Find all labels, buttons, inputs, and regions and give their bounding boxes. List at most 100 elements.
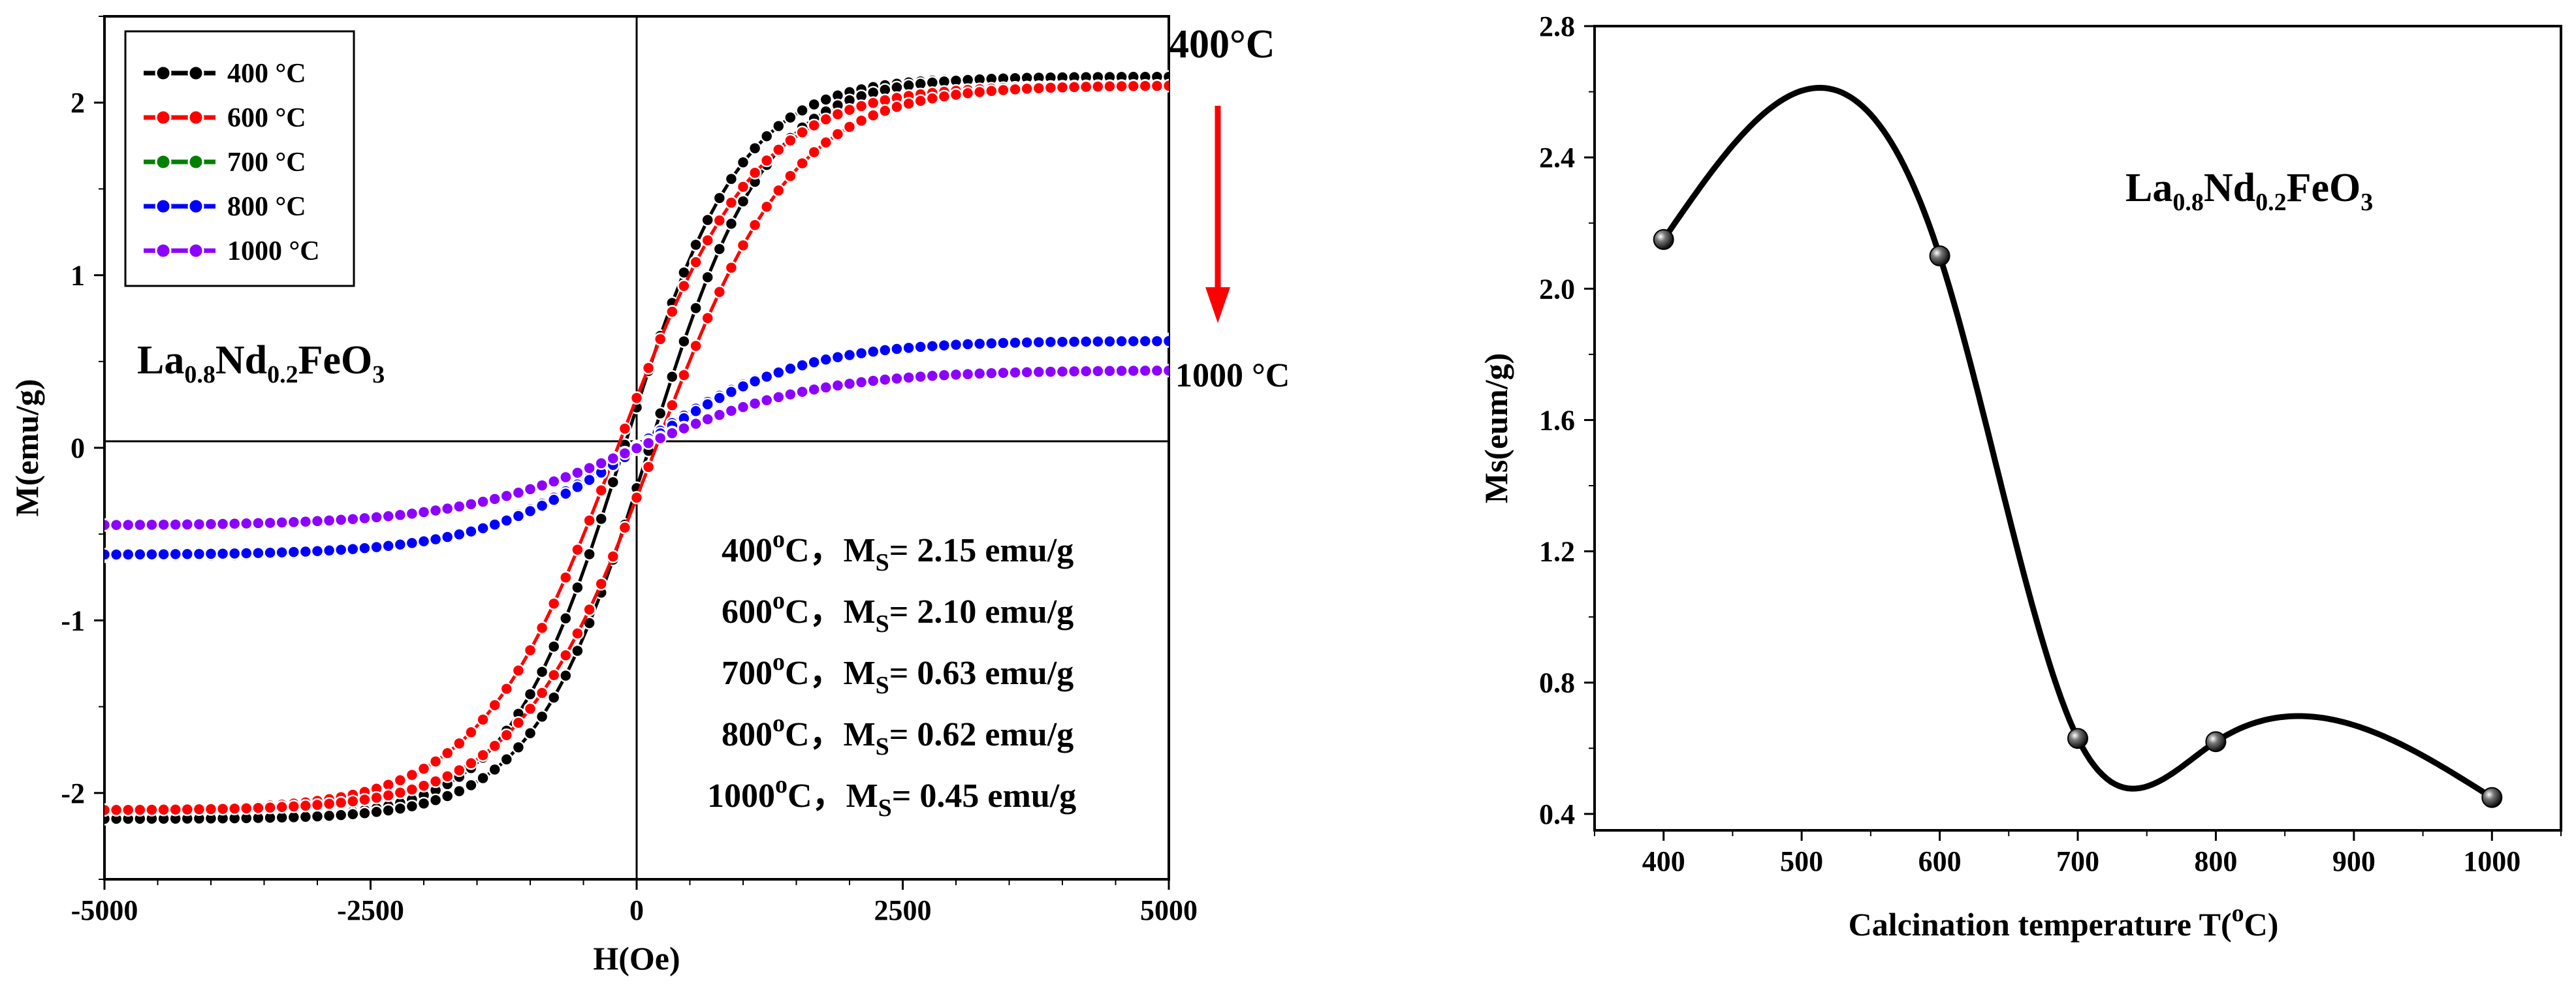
loop-point [641,460,656,474]
loop-point [334,808,348,822]
left-x-tick-label-1: -2500 [337,894,404,926]
loop-point [854,346,868,360]
loop-point [370,540,383,554]
left-y-tick-label-3: 1 [71,260,85,292]
loop-point [571,627,584,640]
loop-point [310,809,325,823]
loop-point [393,802,407,815]
loop-point [914,340,927,354]
loop-point [358,792,372,807]
left-x-axis-title: H(Oe) [593,940,680,977]
loop-point [831,127,845,141]
loop-point [168,547,182,561]
ms-point-0 [1653,228,1674,250]
loop-point [594,577,608,591]
loop-point [629,491,644,505]
loop-point [334,796,348,809]
loop-point [215,546,230,561]
loop-point [606,550,620,563]
loop-point [665,426,679,440]
loop-point [925,339,940,353]
loop-point [842,377,857,391]
loop-point [157,547,170,561]
loop-point [890,371,904,386]
loop-point [795,156,809,170]
loop-point [310,514,325,528]
loop-point [914,94,927,108]
loop-point [878,104,892,118]
loop-point [346,807,360,821]
loop-point [500,682,514,696]
legend-label-0: 400 °C [227,59,306,89]
right-x-axis-title: Calcination temperature T(oC) [1849,900,2279,943]
loop-point [322,514,336,527]
loop-point [547,640,561,653]
loop-point [772,143,786,157]
loop-point [109,548,123,561]
loop-point [712,285,727,299]
loop-point [1032,365,1046,379]
loop-point [571,465,584,480]
right-y-tick-label-1: 0.8 [1539,667,1575,699]
loop-point [1079,364,1093,378]
loop-point [1162,364,1169,377]
loop-point [854,99,868,113]
loop-point [1067,335,1081,349]
loop-point [807,383,821,396]
right-y-tick-label-4: 2.0 [1539,273,1575,305]
loop-point [417,796,431,811]
loop-point [985,84,998,98]
loop-point [298,514,313,529]
loop-point [358,511,372,525]
loop-point [689,238,703,252]
loop-point [807,97,821,112]
left-sample-label: La0.8Nd0.2FeO3 [137,338,385,388]
left-y-axis-title: M(emu/g) [8,379,45,516]
left-y-tick-label-0: -2 [61,777,85,809]
loop-point [310,544,325,558]
loop-point [759,153,774,168]
loop-point [1020,365,1034,379]
loop-point [192,547,206,561]
right-x-tick-label-6: 1000 [2463,845,2520,877]
loop-point [453,763,466,777]
loop-point [275,516,289,529]
loop-point [641,361,656,375]
loop-point [204,517,218,531]
loop-point [298,544,313,559]
loop-point [594,512,608,526]
loop-point [795,358,809,372]
right-x-tick-label-1: 500 [1780,845,1823,877]
loop-point [417,534,431,548]
loop-point [724,172,739,186]
loop-point [854,114,868,128]
loop-point [701,311,714,325]
loop-point [1103,364,1117,378]
loop-point [1032,81,1046,95]
loop-point [405,799,419,813]
loop-point [665,398,679,413]
loop-point [571,644,584,658]
right-x-tick-label-2: 600 [1918,845,1962,877]
loop-point [488,762,501,777]
loop-point [772,183,786,198]
loop-point [1079,80,1093,94]
loop-point [618,446,632,460]
loop-point [500,753,514,766]
loop-point [689,301,703,315]
loop-point [168,518,182,531]
loop-point [689,255,703,269]
loop-point [866,374,880,388]
loop-point [428,774,443,789]
loop-point [453,499,466,514]
loop-point [748,141,762,155]
right-x-tick-label-4: 800 [2194,845,2237,877]
right-plot-frame [1593,25,2562,832]
loop-point [677,421,691,435]
loop-point [511,509,526,523]
loop-point [1043,335,1058,349]
loop-point [1162,79,1169,93]
right-y-tick-label-2: 1.2 [1539,536,1575,568]
loop-point [629,391,644,405]
